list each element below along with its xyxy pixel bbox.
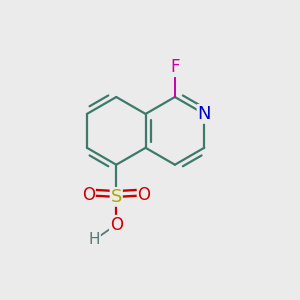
Text: O: O [82,186,95,204]
Text: S: S [111,188,122,206]
Text: H: H [88,232,100,247]
Text: O: O [137,186,151,204]
Text: N: N [197,105,211,123]
Text: F: F [170,58,180,76]
Text: O: O [110,216,123,234]
